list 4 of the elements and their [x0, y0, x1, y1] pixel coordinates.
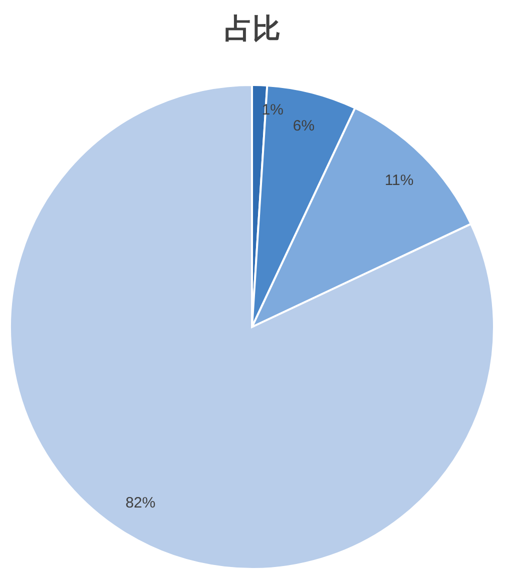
- data-label: 6%: [292, 117, 315, 134]
- chart-title: 占比: [224, 13, 280, 44]
- data-label: 11%: [384, 172, 414, 189]
- data-label: 82%: [125, 494, 156, 512]
